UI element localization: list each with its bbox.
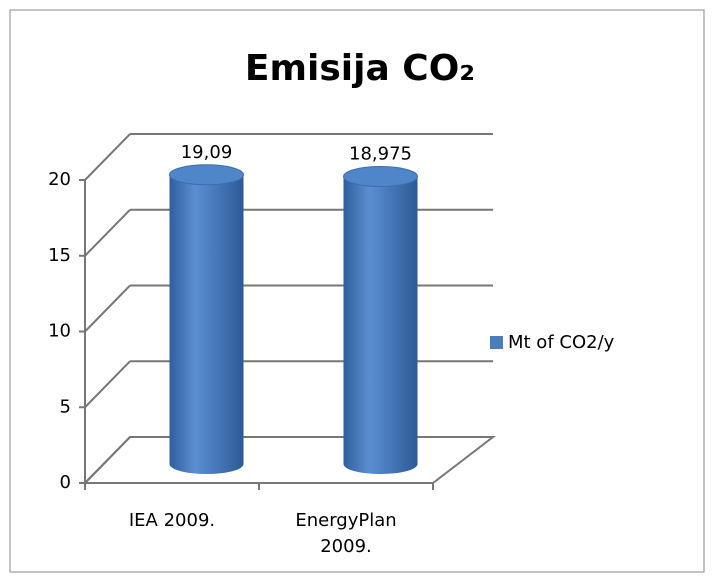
bar: [169, 174, 244, 474]
bar-top: [169, 164, 244, 186]
chart-title: Emisija CO₂: [245, 48, 475, 89]
y-tick-label: 0: [60, 472, 71, 493]
grid-line: [84, 360, 131, 408]
y-tick-label: 5: [60, 396, 71, 417]
x-tick-label: EnergyPlan 2009.: [295, 510, 397, 557]
y-tick-label: 20: [48, 169, 71, 190]
grid-line: [84, 209, 131, 257]
legend-label: Mt of CO2/y: [508, 332, 615, 353]
bar: [343, 176, 418, 474]
value-label: 19,09: [181, 142, 233, 163]
x-tick-label: IEA 2009.: [128, 510, 216, 531]
value-label: 18,975: [349, 144, 412, 165]
y-tick-label: 10: [48, 321, 71, 342]
y-tick-label: 15: [48, 245, 71, 266]
grid-line: [84, 133, 131, 181]
bar-top: [343, 166, 418, 188]
grid-line: [84, 436, 131, 484]
legend-swatch: [490, 336, 503, 349]
grid-line: [84, 284, 131, 333]
